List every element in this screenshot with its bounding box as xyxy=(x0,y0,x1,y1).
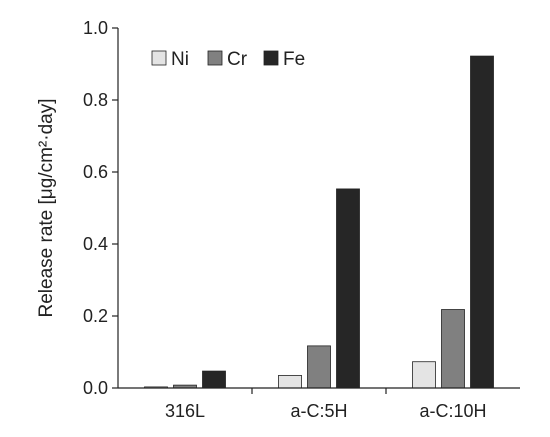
x-tick-label: 316L xyxy=(165,401,205,421)
legend-swatch-ni xyxy=(151,50,167,66)
bars xyxy=(144,55,494,389)
legend-label-ni: Ni xyxy=(171,49,189,70)
bar-ni-2 xyxy=(278,374,302,389)
y-tick-label: 0.8 xyxy=(83,90,108,110)
bar-cr-3 xyxy=(441,309,465,389)
legend-swatch-fe xyxy=(263,50,279,66)
legend-swatch-cr xyxy=(207,50,223,66)
bar-fe-2 xyxy=(336,188,360,389)
y-tick-label: 0.6 xyxy=(83,162,108,182)
y-tick-label: 1.0 xyxy=(83,18,108,38)
legend-label-fe: Fe xyxy=(283,49,305,70)
y-tick-label: 0.0 xyxy=(83,378,108,398)
bar-fe-3 xyxy=(470,55,494,389)
y-tick-label: 0.2 xyxy=(83,306,108,326)
bar-fe-1 xyxy=(202,370,226,389)
legend-label-cr: Cr xyxy=(227,49,248,70)
bar-ni-3 xyxy=(412,361,436,389)
bar-cr-2 xyxy=(307,345,331,389)
x-tick-label: a-C:10H xyxy=(419,401,486,421)
y-axis-title: Release rate [μg/cm²·day] xyxy=(36,99,57,318)
y-tick-label: 0.4 xyxy=(83,234,108,254)
legend: Ni Cr Fe xyxy=(151,49,305,70)
y-axis-ticks: 0.0 0.2 0.4 0.6 0.8 1.0 xyxy=(83,18,118,398)
x-axis-labels: 316L a-C:5H a-C:10H xyxy=(165,388,487,421)
x-tick-label: a-C:5H xyxy=(290,401,347,421)
